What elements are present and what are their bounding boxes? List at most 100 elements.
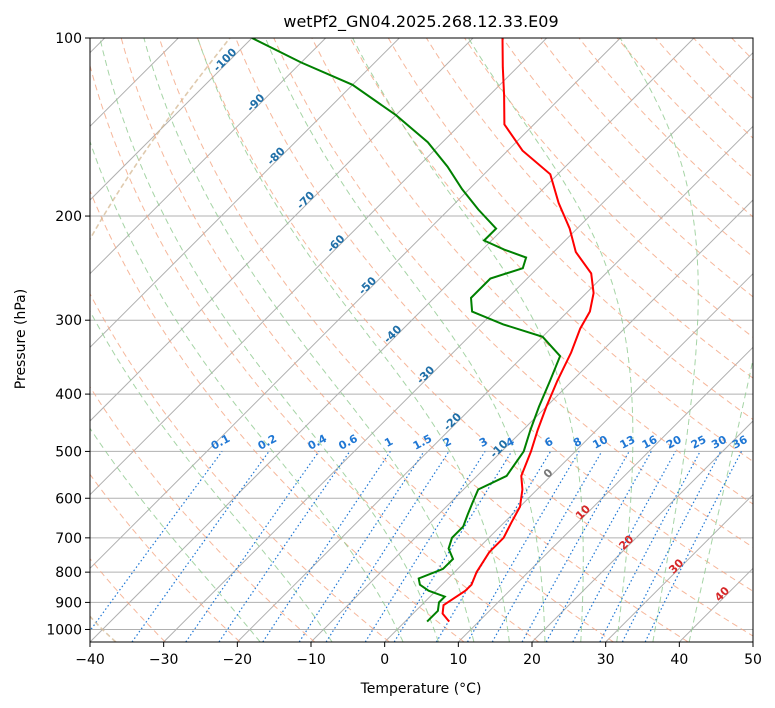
isotherm-gridline <box>90 38 253 201</box>
isotherm-gridline <box>531 420 753 642</box>
mixing-ratio-line <box>644 451 743 642</box>
dry-adiabat <box>464 38 753 338</box>
mixing-ratio-label: 16 <box>640 433 660 452</box>
y-tick-label: 600 <box>55 491 82 507</box>
dry-adiabat <box>693 38 753 100</box>
dry-adiabat <box>90 292 390 642</box>
mixing-ratio-label: 3 <box>477 435 490 450</box>
chart-title: wetPf2_GN04.2025.268.12.33.E09 <box>283 12 558 32</box>
isotherm-label: -80 <box>265 144 288 167</box>
isotherm-gridline <box>90 38 695 642</box>
y-tick-label: 500 <box>55 444 82 460</box>
isotherm-gridline <box>163 51 753 642</box>
moist-adiabat <box>197 38 510 642</box>
dry-adiabat <box>90 189 465 642</box>
y-tick-label: 700 <box>55 531 82 547</box>
isotherm-gridline <box>310 199 753 642</box>
dry-adiabat <box>502 38 753 298</box>
moist-adiabat <box>99 38 439 642</box>
mixing-ratio-line <box>262 451 391 642</box>
mixing-ratio-label: 13 <box>618 433 638 452</box>
dry-adiabat <box>425 38 753 379</box>
mixing-ratio-line <box>572 451 677 642</box>
isotherm-gridline <box>90 38 327 275</box>
mixing-ratio-line <box>298 451 425 642</box>
x-tick-label: 50 <box>744 652 762 668</box>
mixing-ratio-line <box>131 451 270 642</box>
x-tick-label: 10 <box>449 652 467 668</box>
x-tick-label: 40 <box>670 652 688 668</box>
mixing-ratio-line <box>325 451 450 642</box>
moist-adiabat <box>90 139 404 642</box>
moist-adiabat <box>352 38 584 642</box>
isotherm-gridline <box>90 38 400 349</box>
moist-adiabat <box>90 427 261 642</box>
isotherm-label: -50 <box>356 274 379 297</box>
mixing-ratio-line <box>90 451 223 632</box>
isotherm-gridline <box>605 493 753 642</box>
dry-adiabat <box>235 38 753 592</box>
mixing-ratio-line <box>393 451 513 642</box>
isotherm-label-warm: 20 <box>616 532 636 552</box>
dry-adiabat <box>90 63 540 642</box>
mixing-ratio-line <box>621 451 722 642</box>
mixing-ratio-line <box>218 451 351 642</box>
axes: −40 −30 −20 −10 0 10 20 30 40 50 1000 900 800 700 600 5… <box>46 31 762 668</box>
x-tick-label: 30 <box>597 652 615 668</box>
mixing-ratio-line <box>185 451 320 642</box>
mixing-ratio-label: 25 <box>689 433 709 452</box>
plot-frame <box>89 37 754 643</box>
isotherm-label: -100 <box>211 45 240 74</box>
isotherm-gridline <box>678 567 753 642</box>
y-tick-label: 300 <box>55 313 82 329</box>
dry-adiabat <box>197 38 753 637</box>
dry-adiabat <box>90 473 241 642</box>
y-axis-label: Pressure (hPa) <box>13 289 29 389</box>
isotherm-gridline <box>752 641 753 642</box>
mixing-ratio-label: 8 <box>571 435 584 450</box>
x-tick-label: −20 <box>223 652 253 668</box>
mixing-ratio-label: 10 <box>590 433 610 452</box>
dry-adiabat <box>120 38 614 642</box>
dry-adiabat <box>770 38 775 642</box>
moist-adiabat <box>264 38 546 642</box>
isotherm-gridline <box>236 125 753 642</box>
isotherm-label: -70 <box>294 189 317 212</box>
isotherm-label: -90 <box>244 91 267 114</box>
mixing-ratio-line <box>521 451 630 642</box>
isotherm-gridline <box>90 38 474 422</box>
moist-adiabat <box>90 310 333 642</box>
mixing-ratio-label: 36 <box>730 433 750 452</box>
mixing-ratio-label: 30 <box>709 433 729 452</box>
dry-adiabat <box>273 38 753 548</box>
moist-adiabat <box>143 38 475 642</box>
isotherm-gridline <box>457 346 753 642</box>
mixing-ratio-line <box>545 451 652 642</box>
dry-adiabat <box>387 38 753 421</box>
isotherm-label: -20 <box>441 410 464 433</box>
x-tick-label: 20 <box>523 652 541 668</box>
mixing-ratio-label: 20 <box>664 433 684 452</box>
mixing-ratio-line <box>599 451 701 642</box>
dry-adiabat <box>655 38 753 139</box>
dry-adiabat <box>158 38 689 642</box>
y-tick-label: 900 <box>55 595 82 611</box>
mixing-ratio-label: 2 <box>441 435 454 450</box>
dry-adiabat <box>90 385 316 642</box>
y-tick-label: 800 <box>55 565 82 581</box>
plot-area: 0.1 0.2 0.4 0.6 1 1.5 2 3 4 6 8 10 13 16 20 25 30 36-100-… <box>90 38 775 642</box>
isotherm-label-warm: 40 <box>712 584 732 604</box>
isotherm-gridline <box>90 38 621 570</box>
mixing-ratio-line <box>364 451 486 642</box>
x-tick-label: 0 <box>380 652 389 668</box>
mixing-ratio-label: 1.5 <box>411 432 434 453</box>
isotherm-gridline <box>384 272 753 642</box>
isotherm-label: -60 <box>324 232 347 255</box>
dry-adiabat <box>349 38 753 463</box>
isotherm-label: -30 <box>414 363 437 386</box>
x-axis-label: Temperature (°C) <box>360 681 482 697</box>
mixing-ratio-label: 6 <box>543 435 556 450</box>
isotherm-gridline <box>90 38 548 496</box>
y-tick-label: 100 <box>55 31 82 47</box>
profile-temperature <box>441 38 595 623</box>
